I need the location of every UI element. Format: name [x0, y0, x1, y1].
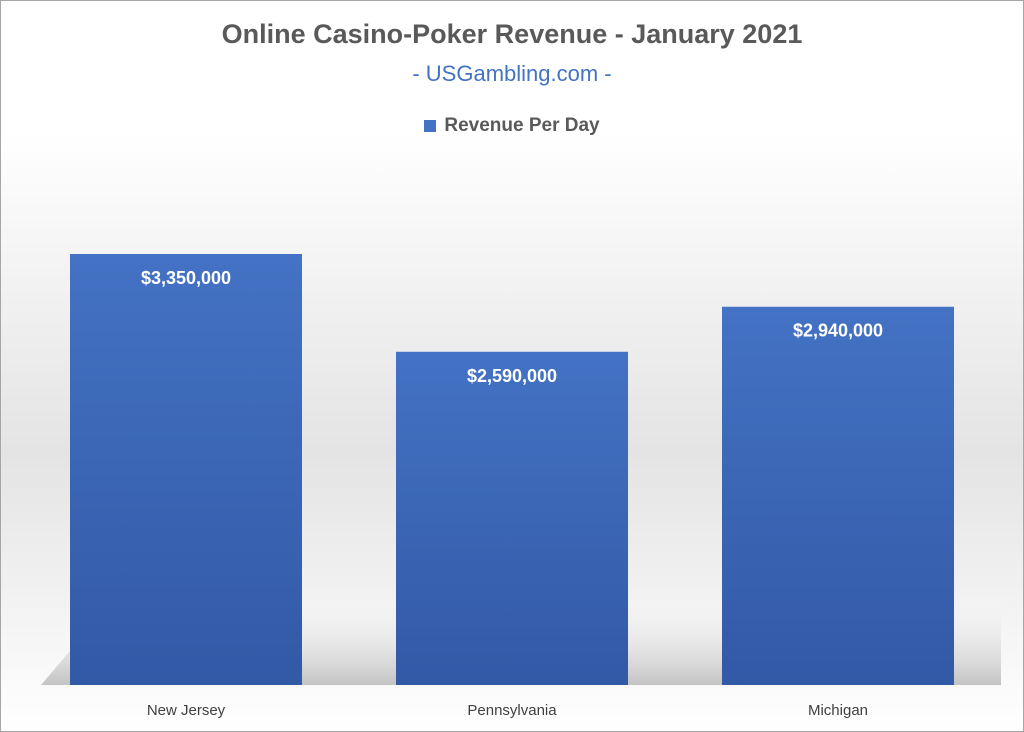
chart-title: Online Casino-Poker Revenue - January 20… — [221, 19, 803, 49]
data-label: $3,350,000 — [141, 268, 231, 288]
bar-pennsylvania — [396, 351, 628, 685]
bar-new-jersey — [70, 254, 302, 685]
x-tick-label: Pennsylvania — [467, 702, 557, 719]
legend: Revenue Per Day — [1, 115, 1023, 137]
chart-subtitle: - USGambling.com - — [412, 61, 612, 86]
legend-swatch — [424, 120, 437, 132]
data-label: $2,940,000 — [793, 321, 883, 341]
data-label: $2,590,000 — [467, 366, 557, 386]
x-tick-label: Michigan — [808, 702, 868, 719]
x-tick-label: New Jersey — [147, 702, 226, 719]
bar-michigan — [722, 306, 954, 685]
legend-label: Revenue Per Day — [444, 115, 600, 136]
